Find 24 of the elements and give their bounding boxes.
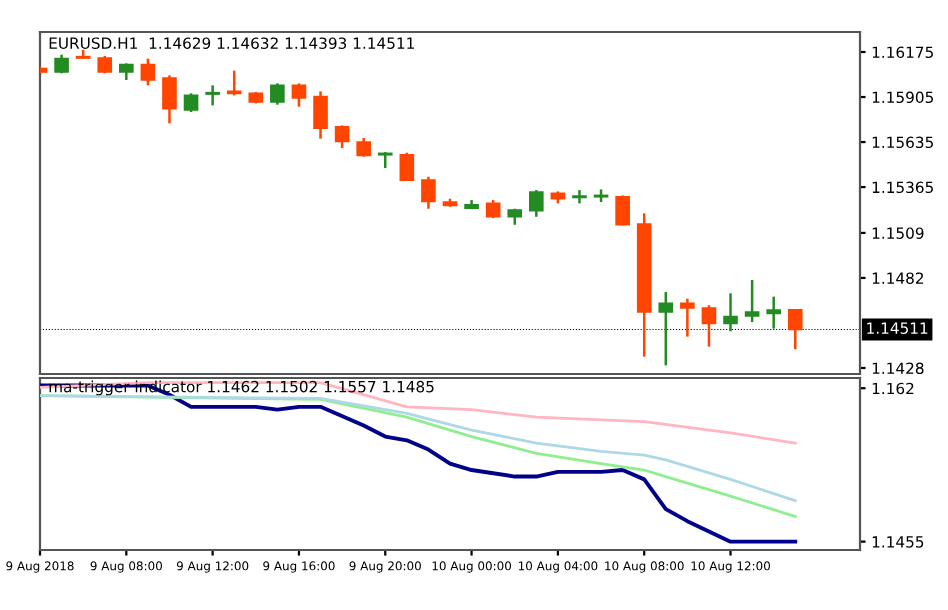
candlestick	[658, 290, 674, 367]
candlestick	[572, 188, 587, 205]
candlestick	[766, 295, 781, 330]
candlestick	[787, 308, 803, 351]
candlestick	[680, 297, 695, 338]
candlestick	[421, 175, 436, 210]
candlestick	[313, 90, 328, 140]
candlestick	[356, 136, 371, 158]
candlestick	[270, 82, 285, 106]
candlestick	[377, 150, 393, 170]
candlestick	[205, 84, 220, 107]
candlestick	[183, 92, 199, 114]
candlestick	[615, 194, 630, 227]
candlestick	[291, 82, 307, 108]
candlestick	[744, 278, 760, 324]
candlestick	[723, 292, 738, 333]
candlestick	[701, 304, 717, 348]
line-series	[40, 381, 797, 445]
line-series	[40, 383, 798, 544]
candlestick	[399, 151, 415, 182]
candlestick	[162, 74, 177, 125]
candlestick	[334, 124, 350, 150]
candlestick	[529, 188, 544, 219]
candlestick	[140, 57, 156, 87]
